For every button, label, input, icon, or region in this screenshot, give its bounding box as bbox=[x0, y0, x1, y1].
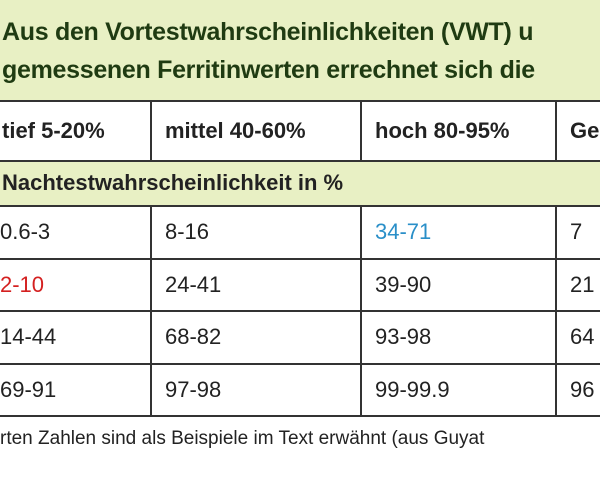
rule bbox=[555, 205, 557, 258]
cell: 64 bbox=[570, 324, 595, 349]
rule bbox=[0, 415, 600, 417]
rule bbox=[150, 205, 152, 258]
section-band bbox=[0, 162, 600, 205]
rule bbox=[150, 362, 152, 415]
cell: 14-44 bbox=[0, 324, 57, 349]
header-line: Aus den Vortestwahrscheinlichkeiten (VWT… bbox=[2, 18, 534, 46]
rule bbox=[360, 257, 362, 310]
rule bbox=[0, 100, 600, 102]
cell: 0.6-3 bbox=[0, 219, 51, 244]
rule bbox=[360, 100, 362, 160]
header-line: gemessenen Ferritinwerten errechnet sich… bbox=[2, 56, 535, 84]
cell: 69-91 bbox=[0, 376, 57, 402]
cell: 24-41 bbox=[165, 271, 222, 297]
column-header: tief 5-20% bbox=[2, 118, 105, 143]
cell: 39-90 bbox=[375, 271, 432, 297]
rule bbox=[150, 310, 152, 363]
cell: 93-98 bbox=[375, 324, 432, 349]
rule bbox=[360, 310, 362, 363]
cell: 34-71 bbox=[375, 219, 432, 244]
rule bbox=[555, 100, 557, 160]
cell: 7 bbox=[570, 219, 583, 244]
cell: 99-99.9 bbox=[375, 376, 450, 402]
cell: 21 bbox=[570, 271, 595, 297]
rule bbox=[360, 362, 362, 415]
rule bbox=[360, 205, 362, 258]
column-header: hoch 80-95% bbox=[375, 118, 510, 143]
rule bbox=[555, 362, 557, 415]
rule bbox=[0, 257, 600, 260]
rule bbox=[555, 257, 557, 310]
rule bbox=[0, 310, 600, 312]
rule bbox=[555, 310, 557, 363]
footnote: rten Zahlen sind als Beispiele im Text e… bbox=[0, 428, 485, 449]
rule bbox=[150, 100, 152, 160]
rule bbox=[0, 205, 600, 207]
cell: 97-98 bbox=[165, 376, 222, 402]
rule bbox=[0, 362, 600, 365]
column-header: mittel 40-60% bbox=[165, 118, 306, 143]
cell: 8-16 bbox=[165, 219, 210, 244]
header-band bbox=[0, 0, 600, 100]
cell: 2-10 bbox=[0, 271, 45, 297]
cell: 96 bbox=[570, 376, 595, 402]
rule bbox=[150, 257, 152, 310]
section-label: Nachtestwahrscheinlichkeit in % bbox=[2, 170, 344, 195]
rule bbox=[0, 160, 600, 162]
cell: 68-82 bbox=[165, 324, 222, 349]
column-header: Ge bbox=[570, 118, 600, 143]
